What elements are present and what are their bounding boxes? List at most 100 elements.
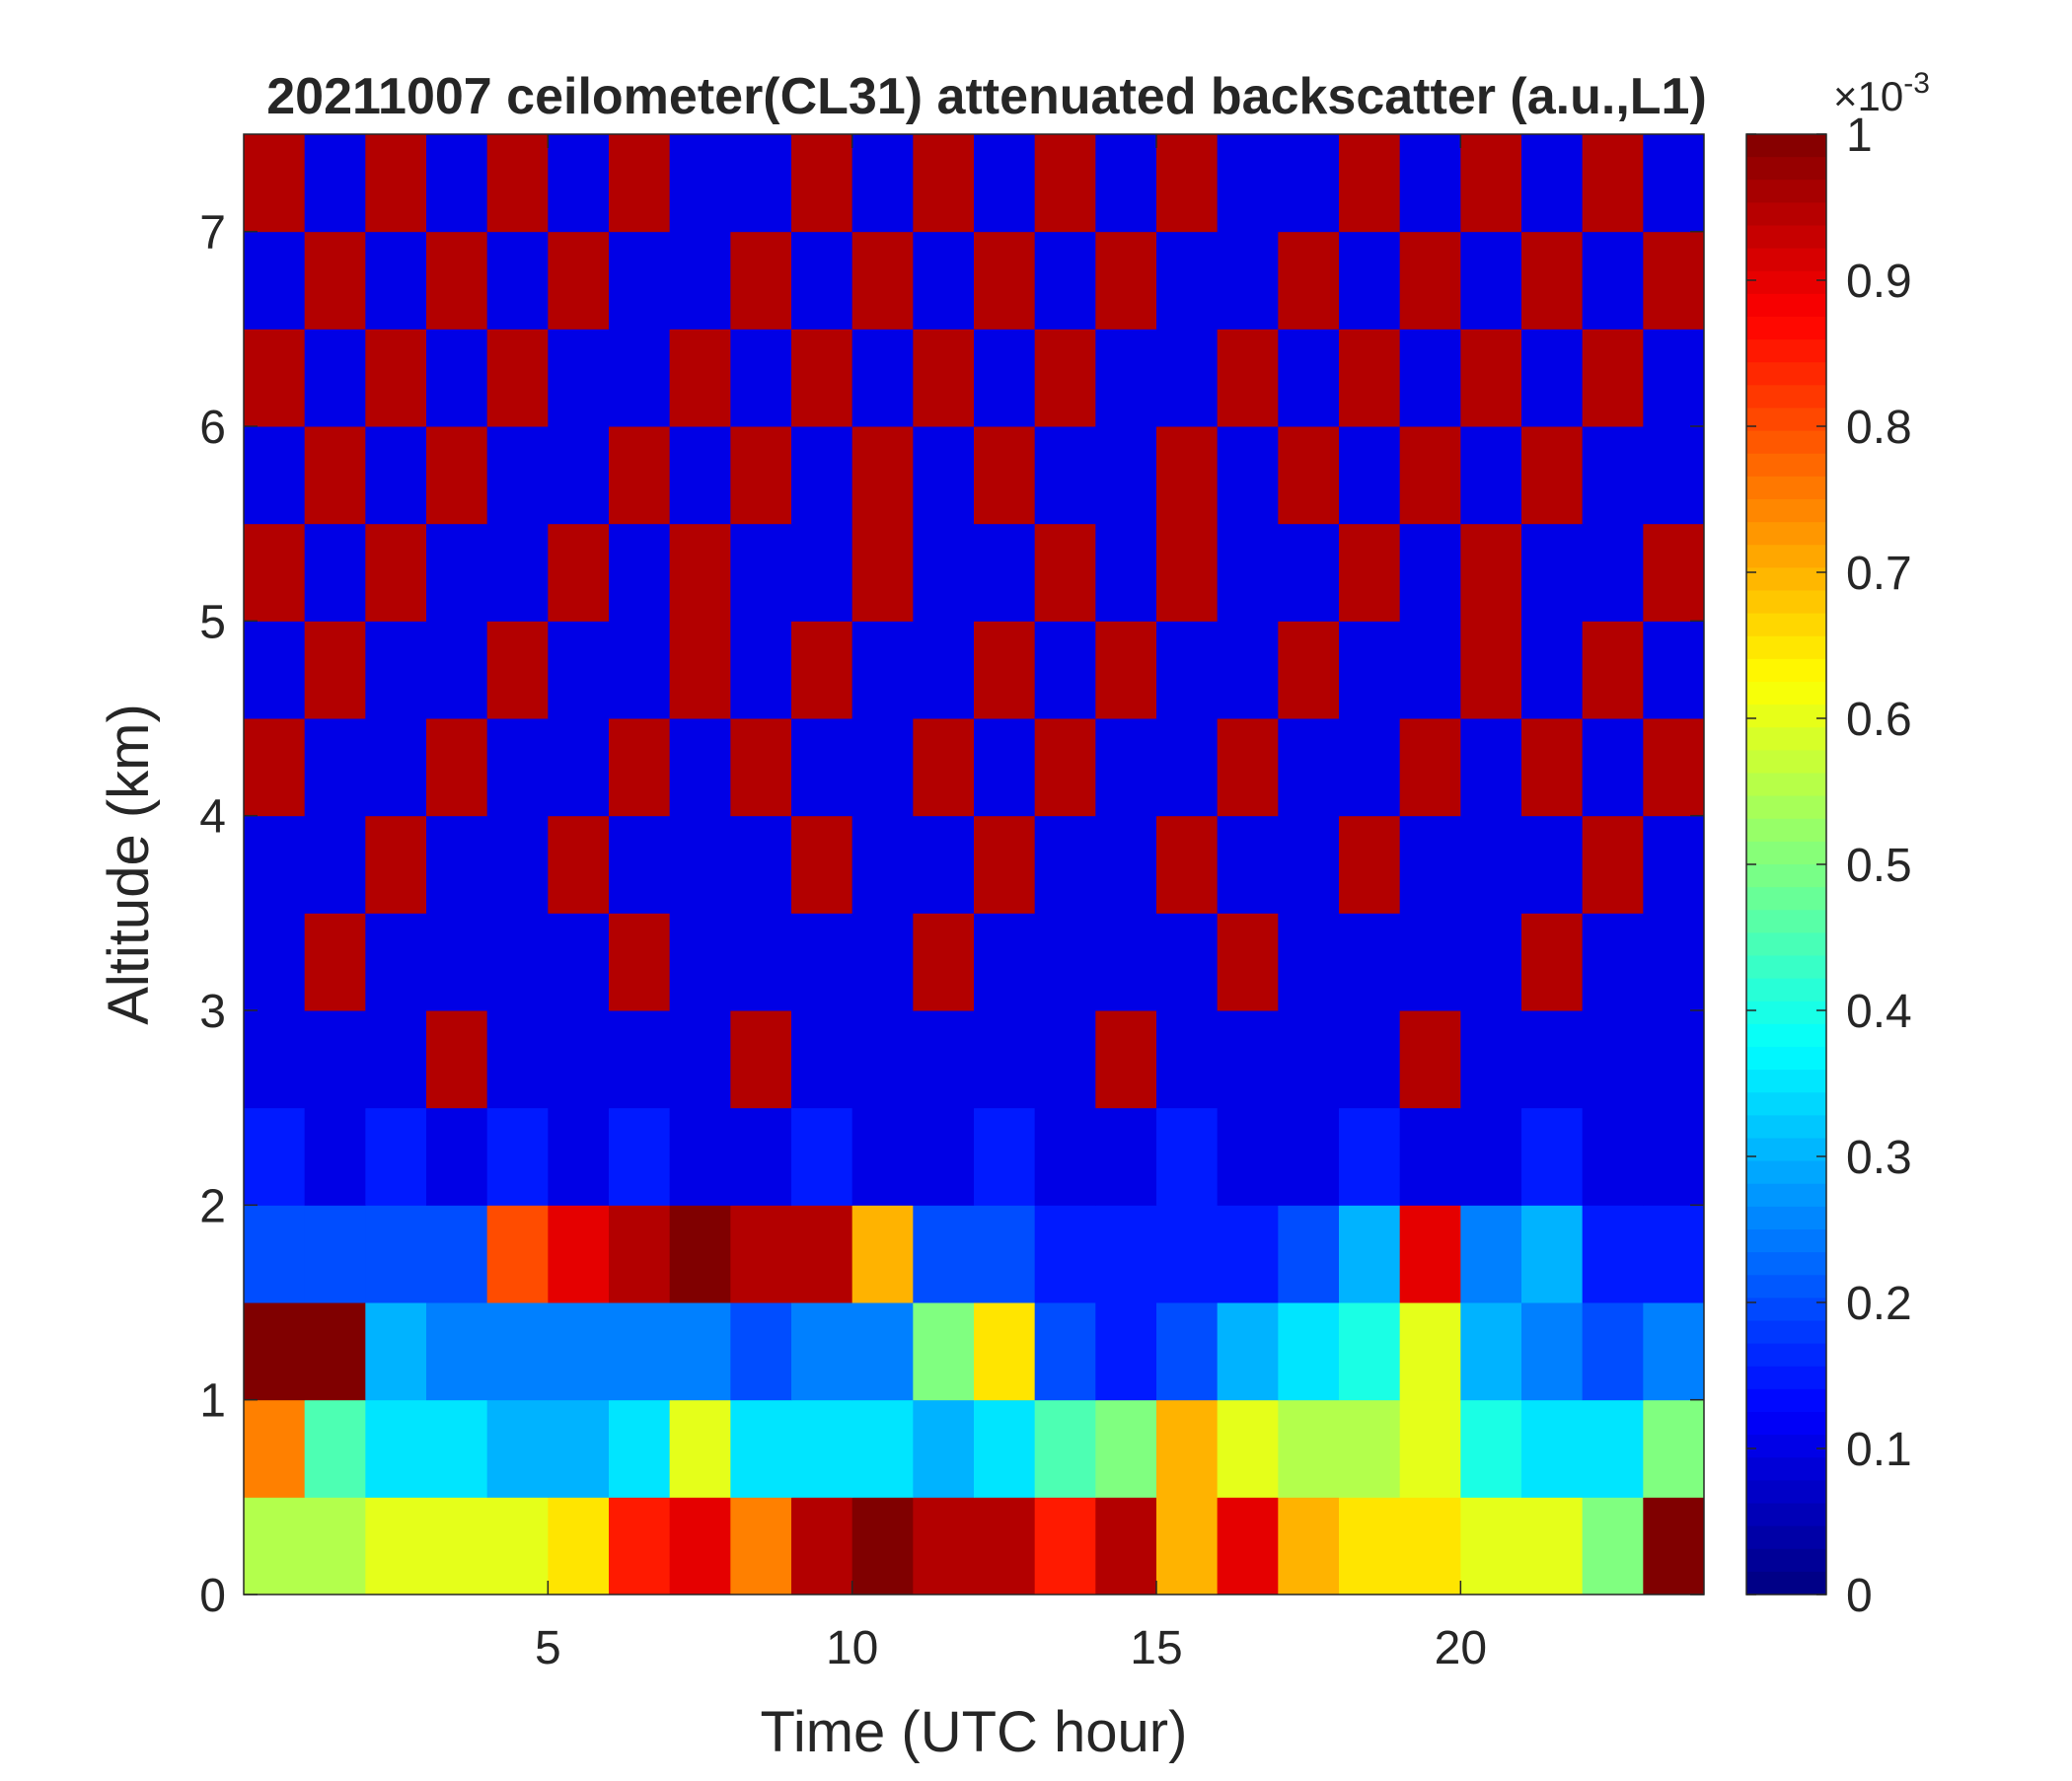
heatmap-cell xyxy=(244,913,306,1011)
heatmap-cell xyxy=(426,231,488,330)
heatmap-cell xyxy=(974,1497,1036,1595)
colorbar-swatch xyxy=(1746,773,1826,797)
heatmap-cell xyxy=(1582,426,1644,525)
y-axis-label: Altitude (km) xyxy=(97,704,161,1025)
heatmap-cell xyxy=(1217,815,1279,914)
heatmap-cell xyxy=(365,815,427,914)
heatmap-cell xyxy=(1217,1010,1279,1109)
colorbar-tick-label: 0.5 xyxy=(1846,840,1912,892)
y-tick-label: 2 xyxy=(199,1180,226,1232)
colorbar-swatch xyxy=(1746,1525,1826,1550)
heatmap-cell xyxy=(1521,1302,1584,1401)
heatmap-cell xyxy=(851,1010,914,1109)
heatmap-cell xyxy=(548,621,610,719)
heatmap-cell xyxy=(244,329,306,427)
heatmap-cell xyxy=(1339,1399,1401,1498)
heatmap-cell xyxy=(244,1010,306,1109)
heatmap-cell xyxy=(791,718,853,817)
heatmap-cell xyxy=(1399,329,1461,427)
heatmap-cell xyxy=(913,1497,975,1595)
heatmap-cell xyxy=(1034,1302,1096,1401)
heatmap-cell xyxy=(1339,913,1401,1011)
heatmap-cell xyxy=(426,523,488,622)
heatmap-cell xyxy=(669,718,731,817)
y-tick-label: 3 xyxy=(199,986,226,1038)
heatmap-cell xyxy=(1521,1399,1584,1498)
heatmap-cell xyxy=(1582,913,1644,1011)
heatmap-cell xyxy=(486,1497,549,1595)
heatmap-cell xyxy=(365,426,427,525)
heatmap-cell xyxy=(1399,1010,1461,1109)
heatmap-cell xyxy=(244,621,306,719)
heatmap-cell xyxy=(1399,231,1461,330)
heatmap-cell xyxy=(730,523,792,622)
heatmap-cell xyxy=(730,1107,792,1206)
heatmap-cell xyxy=(669,913,731,1011)
heatmap-cell xyxy=(1582,1205,1644,1303)
colorbar-swatch xyxy=(1746,385,1826,408)
heatmap-cell xyxy=(791,913,853,1011)
heatmap-cell xyxy=(304,1497,366,1595)
colorbar: 0 0.1 0.2 0.3 0.4 0.5 0.6 0.7 0.8 0.9 1 xyxy=(1745,110,1912,1622)
heatmap-cell xyxy=(304,913,366,1011)
heatmap-cell xyxy=(1582,134,1644,233)
heatmap-cell xyxy=(1156,1497,1219,1595)
heatmap-cell xyxy=(1460,1010,1522,1109)
colorbar-swatch xyxy=(1746,978,1826,1002)
heatmap-cell xyxy=(669,231,731,330)
colorbar-swatch xyxy=(1746,864,1826,888)
heatmap-cell xyxy=(1521,913,1584,1011)
heatmap-cell xyxy=(365,523,427,622)
heatmap-cell xyxy=(1339,1497,1401,1595)
heatmap-cell xyxy=(851,913,914,1011)
colorbar-swatch xyxy=(1746,1092,1826,1116)
y-tick-label: 0 xyxy=(199,1570,226,1622)
heatmap-cell xyxy=(1399,134,1461,233)
heatmap-cell xyxy=(304,1302,366,1401)
heatmap-cell xyxy=(851,426,914,525)
colorbar-swatch xyxy=(1746,1252,1826,1276)
multiplier-base: ×10 xyxy=(1833,73,1903,119)
heatmap-cell xyxy=(791,1010,853,1109)
plot-frame xyxy=(243,133,1705,1595)
heatmap-cell xyxy=(1217,134,1279,233)
heatmap-cell xyxy=(1521,523,1584,622)
colorbar-tick-label: 0.3 xyxy=(1846,1132,1912,1184)
y-tick-label: 6 xyxy=(199,402,226,454)
heatmap-cell xyxy=(609,134,671,233)
heatmap-cell xyxy=(426,1107,488,1206)
heatmap-cell xyxy=(486,1107,549,1206)
heatmap-cell xyxy=(1217,523,1279,622)
heatmap-cell xyxy=(1034,621,1096,719)
heatmap-cell xyxy=(1460,523,1522,622)
heatmap-cell xyxy=(1399,815,1461,914)
heatmap-cell xyxy=(974,134,1036,233)
heatmap-cell xyxy=(1095,1399,1157,1498)
heatmap-cell xyxy=(426,329,488,427)
heatmap-cell xyxy=(1460,1205,1522,1303)
colorbar-swatch xyxy=(1746,339,1826,363)
heatmap-cell xyxy=(365,1107,427,1206)
heatmap-cell xyxy=(1582,1497,1644,1595)
heatmap-cell xyxy=(1521,426,1584,525)
heatmap-cell xyxy=(1339,621,1401,719)
colorbar-swatch xyxy=(1746,248,1826,272)
heatmap-cell xyxy=(1521,718,1584,817)
heatmap-cell xyxy=(851,621,914,719)
heatmap-cell xyxy=(974,621,1036,719)
heatmap-cell xyxy=(974,718,1036,817)
heatmap-cell xyxy=(244,1399,306,1498)
heatmap-cell xyxy=(1156,329,1219,427)
colorbar-swatch xyxy=(1746,1047,1826,1071)
colorbar-swatch xyxy=(1746,293,1826,318)
heatmap-cell xyxy=(791,1205,853,1303)
colorbar-swatch xyxy=(1746,932,1826,956)
heatmap-cell xyxy=(609,1302,671,1401)
colorbar-swatch xyxy=(1746,430,1826,455)
heatmap-cell xyxy=(1582,1399,1644,1498)
heatmap-cell xyxy=(851,1107,914,1206)
heatmap-cell xyxy=(609,523,671,622)
colorbar-swatch xyxy=(1746,1183,1826,1208)
colorbar-swatch xyxy=(1746,1298,1826,1321)
heatmap-cell xyxy=(1156,231,1219,330)
